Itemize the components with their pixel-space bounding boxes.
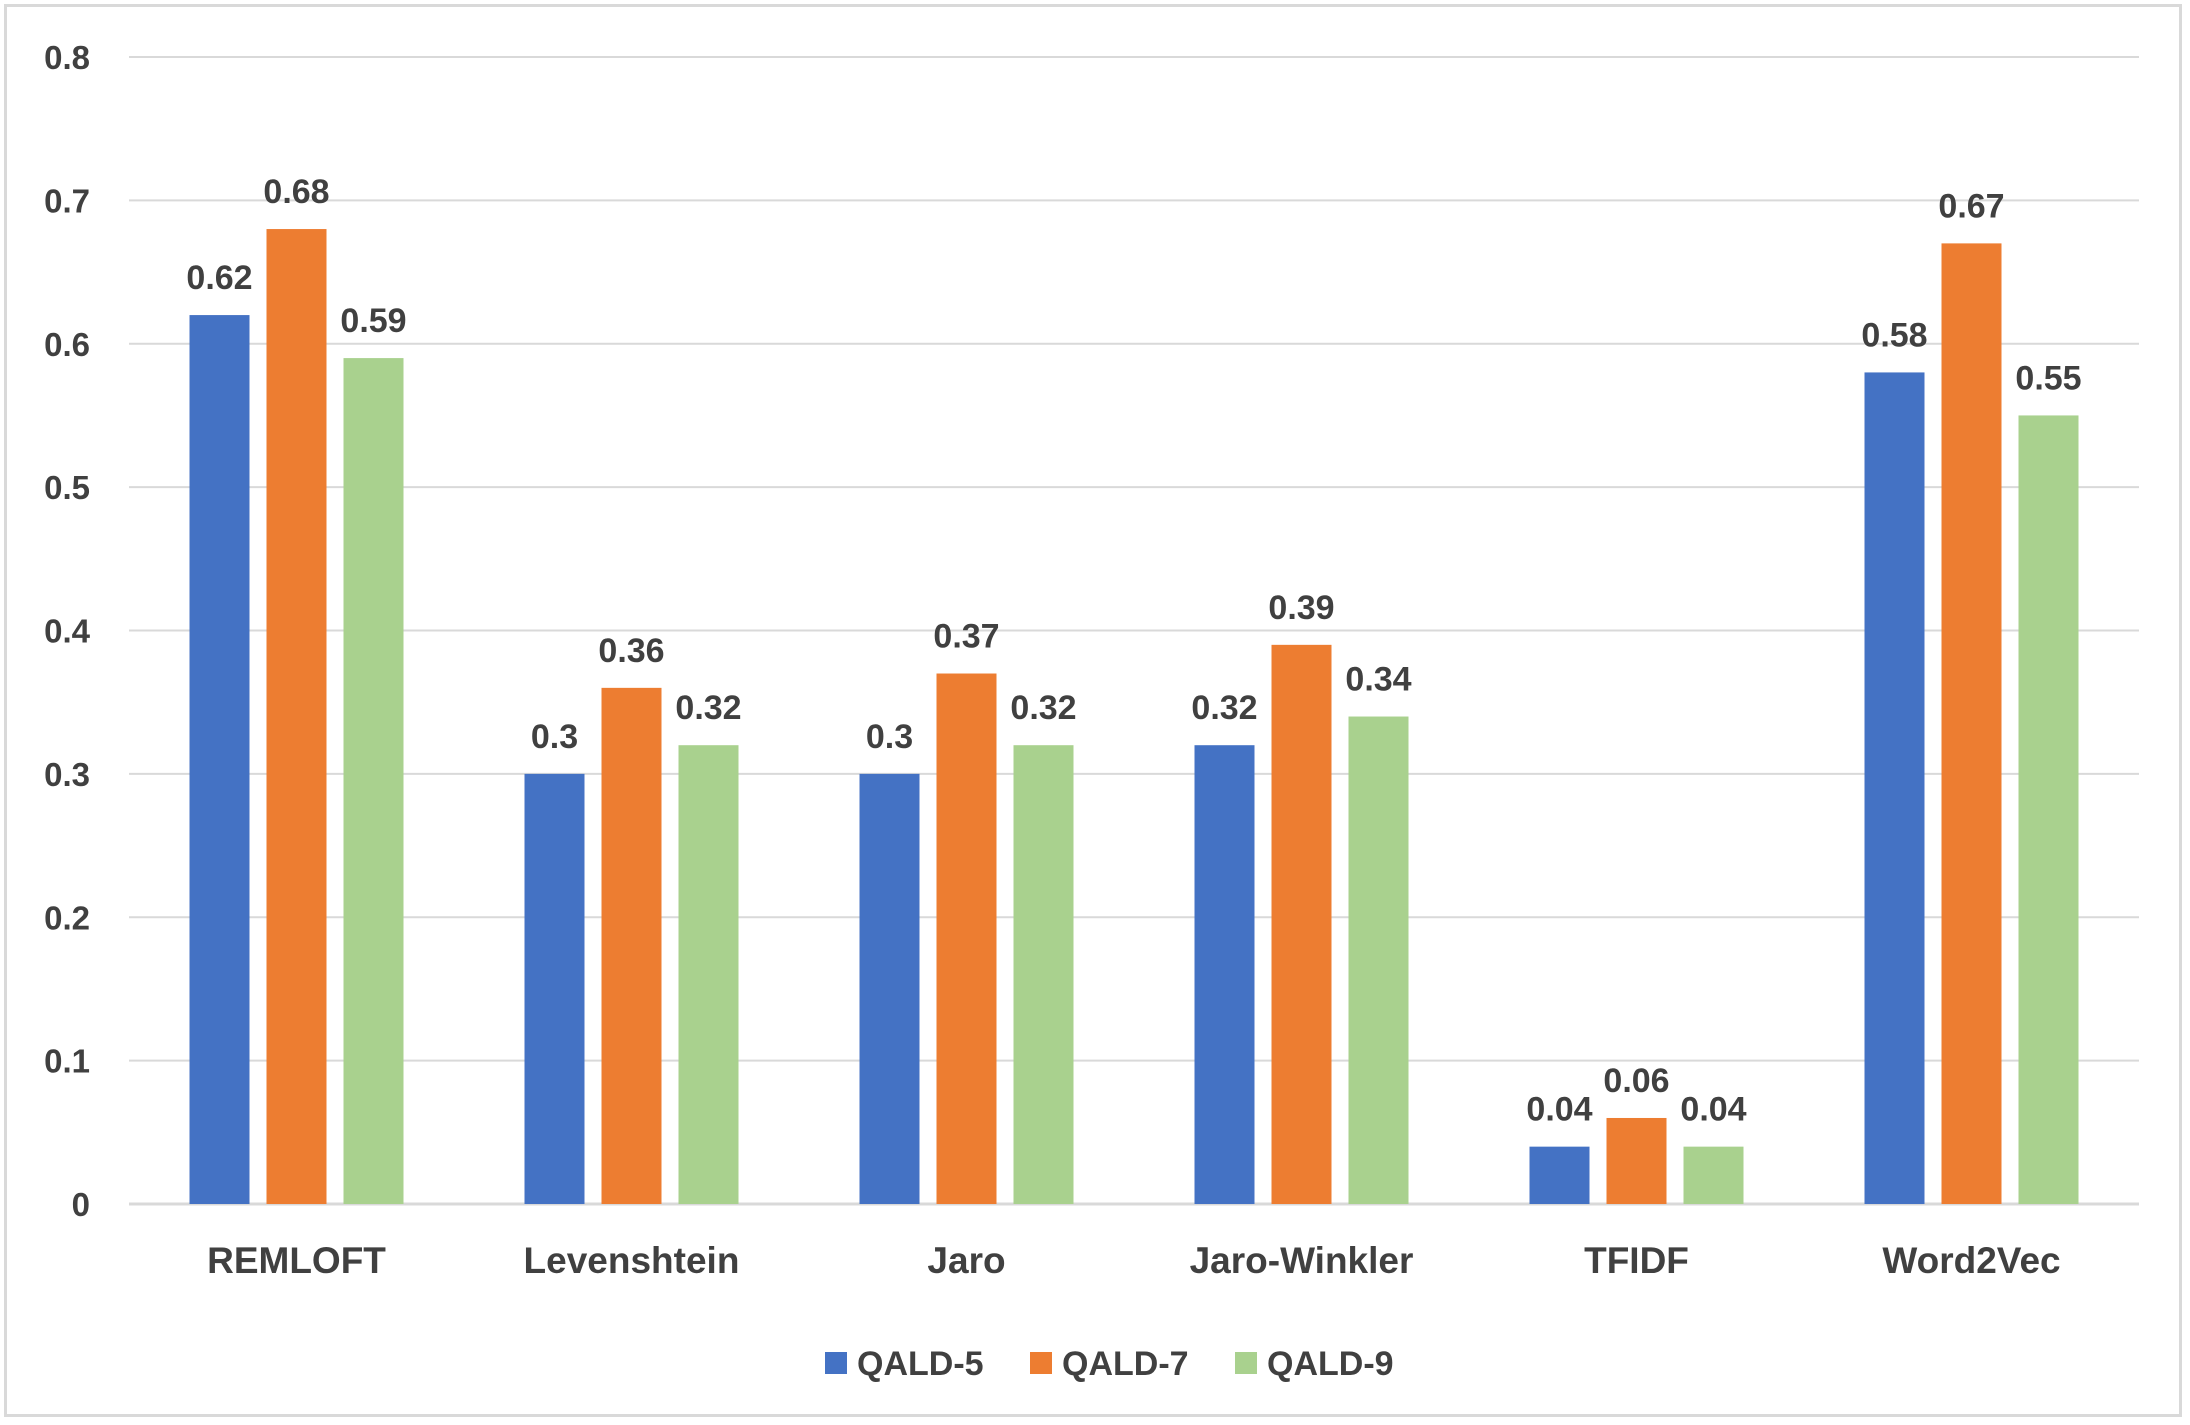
data-label: 0.68: [263, 173, 329, 211]
bar-qald-7-tfidf: [1606, 1117, 1667, 1204]
x-axis-categories: REMLOFT Levenshtein Jaro Jaro-Winkler TFIDF W…: [207, 1240, 2061, 1281]
legend-swatch: [1235, 1352, 1257, 1374]
bars: [189, 229, 2079, 1205]
data-label: 0.3: [531, 718, 578, 756]
data-label: 0.3: [866, 718, 913, 756]
bar-qald-9-levenshtein: [678, 745, 739, 1204]
bar-qald-5-levenshtein: [524, 773, 585, 1204]
x-tick-label: Jaro-Winkler: [1190, 1240, 1414, 1281]
gridlines: [129, 56, 2139, 1206]
legend: QALD-5 QALD-7 QALD-9: [825, 1345, 1394, 1383]
data-label: 0.04: [1680, 1091, 1746, 1129]
legend-label: QALD-7: [1062, 1345, 1189, 1383]
y-tick-label: 0.4: [44, 613, 91, 650]
chart-frame: 0 0.1 0.2 0.3 0.4 0.5 0.6 0.7 0.8 0.62 0.68 0.59 0.…: [4, 4, 2182, 1417]
bar-qald-5-tfidf: [1529, 1146, 1590, 1204]
y-tick-label: 0.5: [44, 469, 90, 506]
bar-qald-9-remloft: [343, 358, 404, 1204]
x-tick-label: Levenshtein: [524, 1240, 740, 1281]
bar-qald-7-remloft: [266, 229, 327, 1205]
data-label: 0.36: [598, 632, 664, 670]
x-tick-label: Word2Vec: [1882, 1240, 2060, 1281]
data-label: 0.67: [1938, 187, 2004, 225]
data-label: 0.59: [340, 302, 406, 340]
y-tick-label: 0.1: [44, 1043, 90, 1080]
data-label: 0.04: [1526, 1091, 1592, 1129]
data-label: 0.58: [1861, 316, 1927, 354]
legend-label: QALD-5: [857, 1345, 984, 1383]
y-tick-label: 0.7: [44, 182, 90, 219]
y-tick-label: 0: [72, 1186, 90, 1223]
legend-swatch: [1030, 1352, 1052, 1374]
bar-qald-9-tfidf: [1683, 1146, 1744, 1204]
bar-qald-7-jaro-winkler: [1271, 644, 1332, 1204]
data-label: 0.34: [1345, 661, 1411, 699]
bar-qald-9-word2vec: [2018, 415, 2079, 1204]
bar-qald-9-jaro: [1013, 745, 1074, 1204]
bar-qald-7-word2vec: [1941, 243, 2002, 1204]
bar-qald-9-jaro-winkler: [1348, 716, 1409, 1204]
x-tick-label: TFIDF: [1584, 1240, 1689, 1281]
x-tick-label: REMLOFT: [207, 1240, 386, 1281]
x-tick-label: Jaro: [927, 1240, 1005, 1281]
y-axis-ticks: 0 0.1 0.2 0.3 0.4 0.5 0.6 0.7 0.8: [44, 39, 91, 1223]
data-label: 0.62: [186, 259, 252, 297]
bar-qald-5-jaro: [859, 773, 920, 1204]
y-tick-label: 0.3: [44, 756, 90, 793]
data-label: 0.32: [1010, 689, 1076, 727]
bar-qald-5-word2vec: [1864, 372, 1925, 1204]
bar-qald-5-jaro-winkler: [1194, 745, 1255, 1204]
legend-swatch: [825, 1352, 847, 1374]
data-label: 0.06: [1603, 1062, 1669, 1100]
data-label: 0.32: [675, 689, 741, 727]
bar-chart: 00.10.20.30.40.50.60.70.8 0.620.680.590.…: [44, 39, 2139, 1383]
y-tick-label: 0.2: [44, 899, 90, 936]
data-label: 0.32: [1191, 689, 1257, 727]
bar-qald-7-levenshtein: [601, 687, 662, 1204]
data-label: 0.37: [933, 618, 999, 656]
y-tick-label: 0.6: [44, 326, 90, 363]
data-label: 0.55: [2015, 359, 2081, 397]
bar-qald-7-jaro: [936, 673, 997, 1204]
y-tick-label: 0.8: [44, 39, 90, 76]
bar-qald-5-remloft: [189, 315, 250, 1204]
legend-label: QALD-9: [1267, 1345, 1394, 1383]
data-label: 0.39: [1268, 589, 1334, 627]
data-labels: 0.62 0.68 0.59 0.3 0.36 0.32 0.3 0.37 0.32 0.32 0.…: [186, 173, 2081, 1129]
